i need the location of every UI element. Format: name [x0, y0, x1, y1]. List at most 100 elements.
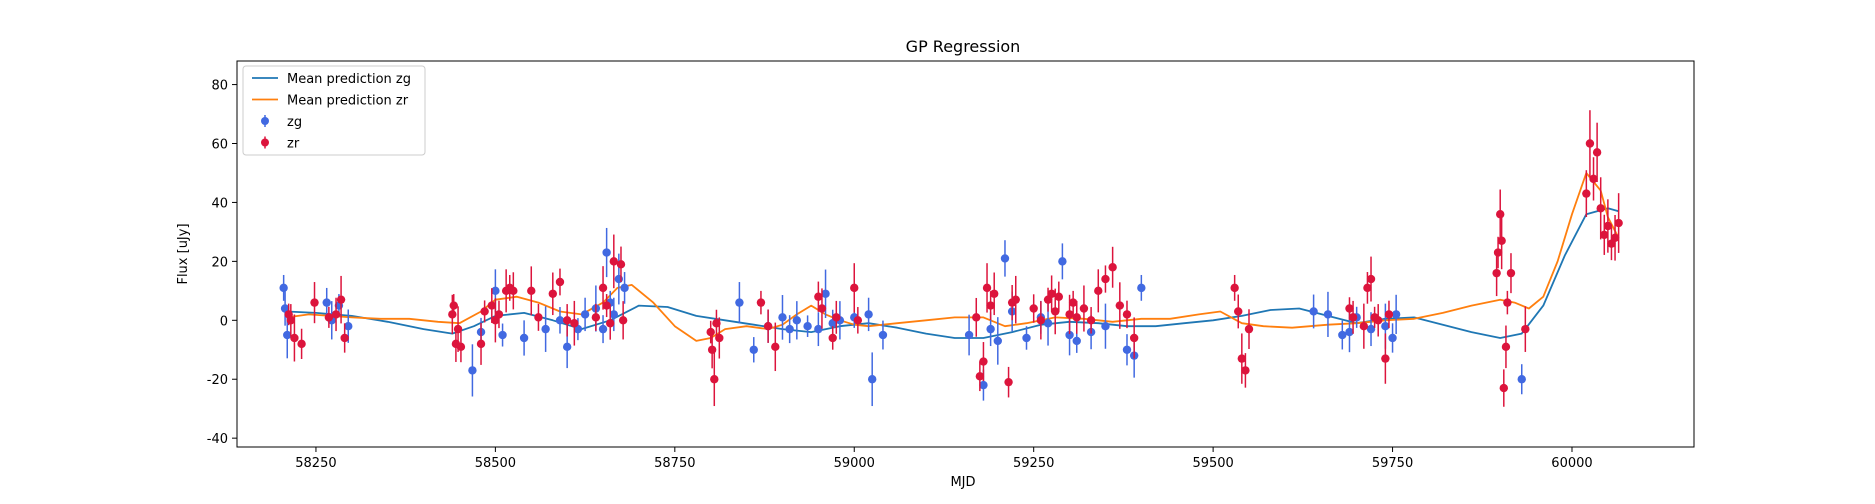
point-zr — [1241, 353, 1250, 388]
point-zr — [606, 306, 615, 340]
x-axis-label: MJD — [950, 475, 975, 490]
point-zg — [1122, 334, 1132, 366]
x-tick-label: 60000 — [1551, 456, 1592, 471]
point-zr — [771, 322, 780, 372]
point-zr — [1582, 170, 1591, 217]
point-zg — [609, 297, 619, 332]
plot-frame — [236, 60, 1695, 448]
y-tick-label: 20 — [211, 255, 228, 270]
legend-box — [242, 65, 426, 156]
point-zg — [1101, 303, 1110, 349]
point-zr — [1237, 333, 1247, 384]
point-zr — [1129, 317, 1139, 359]
point-zr — [850, 263, 859, 313]
x-tick-label: 59000 — [834, 456, 875, 471]
point-zr — [1497, 212, 1506, 270]
point-zg — [1388, 323, 1397, 353]
point-zr — [832, 300, 841, 334]
y-tick-label: 0 — [220, 314, 228, 329]
point-zr — [340, 323, 349, 353]
point-zr — [1029, 294, 1038, 323]
point-zg — [1338, 320, 1347, 350]
point-zg — [541, 306, 550, 352]
point-zr — [449, 294, 458, 318]
point-zr — [290, 314, 299, 362]
point-zr — [1108, 246, 1117, 288]
legend-label: Mean prediction zr — [287, 94, 409, 109]
legend-marker-swatch — [261, 138, 269, 147]
point-zr — [336, 275, 346, 324]
point-zg — [580, 297, 590, 332]
point-zg — [993, 317, 1002, 365]
x-tick-label: 59250 — [1013, 456, 1054, 471]
point-zr — [1381, 333, 1390, 384]
point-zg — [867, 352, 877, 407]
point-zg — [803, 315, 812, 337]
legend-label: zr — [287, 137, 300, 152]
point-zr — [817, 288, 827, 329]
legend-label: Mean prediction zg — [287, 72, 411, 87]
point-zr — [310, 282, 319, 324]
point-zg — [279, 274, 288, 301]
point-zr — [707, 331, 717, 369]
point-zr — [1496, 189, 1505, 239]
legend-item: zr — [261, 136, 300, 152]
point-zr — [1503, 290, 1512, 315]
point-zr — [534, 303, 543, 331]
x-tick-label: 58250 — [295, 456, 336, 471]
point-zr — [975, 361, 985, 392]
point-zr — [1047, 275, 1056, 313]
y-axis-ticks: -40 -20 0 20 40 60 80 — [207, 79, 237, 447]
x-tick-label: 59500 — [1192, 456, 1233, 471]
point-zr — [1068, 290, 1078, 315]
y-tick-label: -20 — [207, 373, 228, 388]
point-zr — [1596, 177, 1605, 240]
point-zr — [1101, 265, 1110, 293]
point-zr — [570, 300, 579, 346]
point-zr — [1592, 122, 1602, 182]
y-tick-label: 60 — [211, 138, 228, 153]
x-tick-label: 58500 — [475, 456, 516, 471]
point-zr — [756, 290, 766, 315]
y-tick-label: 40 — [211, 196, 228, 211]
point-zr — [618, 301, 628, 340]
legend: Mean prediction zg Mean prediction zr zg zr — [242, 65, 426, 156]
x-tick-label: 59750 — [1372, 456, 1413, 471]
point-zg — [1000, 240, 1010, 277]
point-zr — [1348, 300, 1358, 334]
point-zr — [1244, 309, 1254, 349]
point-zg — [964, 314, 974, 356]
point-zr — [1230, 274, 1239, 301]
point-zg — [749, 337, 758, 363]
point-zr — [1492, 250, 1501, 297]
data-points — [279, 110, 1623, 407]
point-zr — [1036, 301, 1046, 340]
point-zr — [853, 307, 863, 334]
point-zr — [1373, 304, 1383, 337]
point-zr — [602, 294, 611, 318]
point-zr — [715, 317, 724, 359]
point-zr — [1501, 325, 1511, 369]
point-zr — [1585, 110, 1595, 177]
point-zr — [487, 288, 496, 323]
point-zg — [322, 287, 331, 318]
point-zr — [712, 309, 721, 337]
point-zr — [480, 300, 489, 323]
point-zg — [602, 227, 611, 278]
point-zr — [1366, 256, 1376, 302]
point-zr — [1094, 269, 1103, 313]
legend-item: zg — [261, 115, 302, 130]
point-zr — [1004, 366, 1013, 398]
point-zr — [509, 272, 518, 310]
point-zg — [468, 344, 477, 397]
point-zr — [763, 309, 773, 343]
y-axis-label: Flux [uJy] — [176, 223, 191, 284]
point-zr — [710, 352, 719, 407]
point-zr — [1079, 285, 1089, 332]
point-zr — [1521, 306, 1530, 352]
point-zr — [609, 234, 619, 289]
point-zr — [527, 266, 536, 316]
point-zr — [331, 297, 341, 332]
point-zr — [591, 303, 601, 331]
